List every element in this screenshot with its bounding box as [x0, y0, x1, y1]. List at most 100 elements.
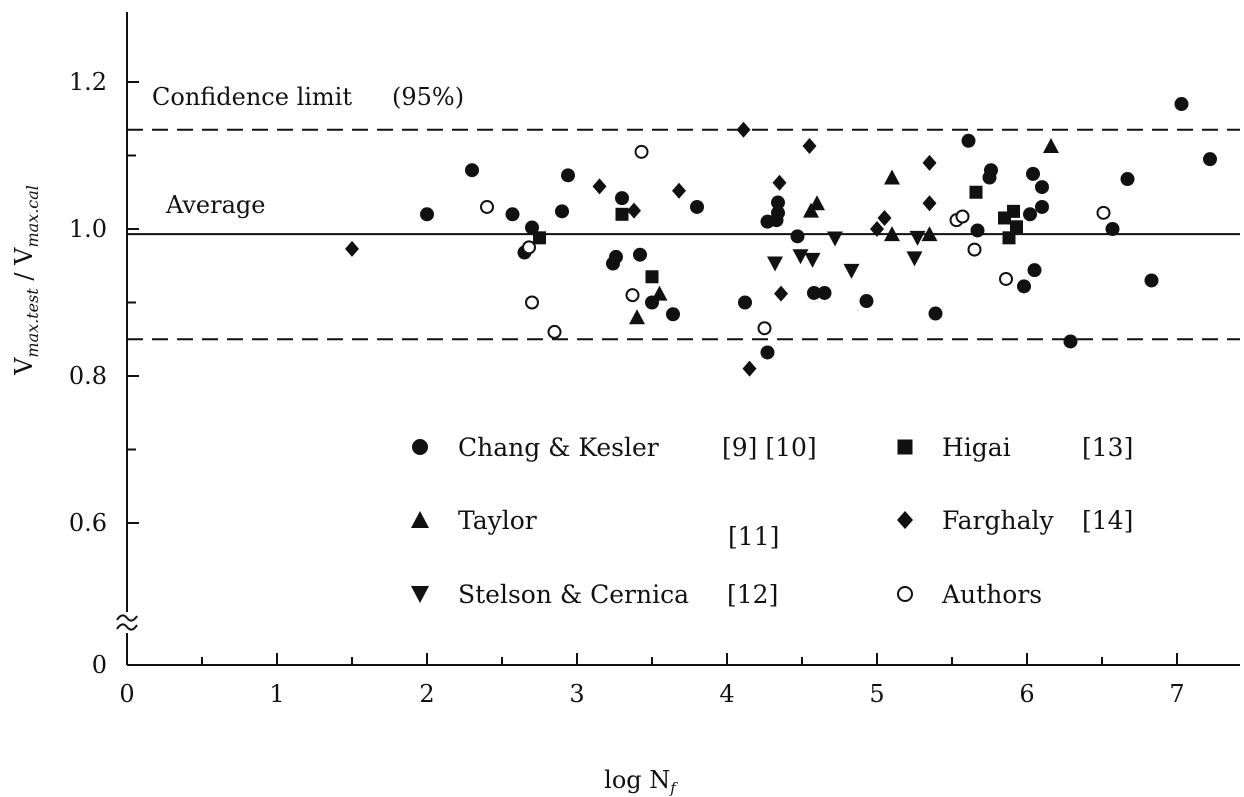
point-chang-kesler [666, 307, 680, 322]
point-stelson-cernica [792, 249, 809, 265]
legend-marker-taylor [411, 511, 429, 528]
legend-marker-higai [897, 439, 913, 455]
axis-break-mark [116, 614, 138, 622]
point-higai [1002, 231, 1016, 245]
x-tick-label: 5 [869, 680, 884, 708]
y-tick-label: 0 [92, 651, 107, 679]
confidence-limit-percent: (95%) [392, 83, 464, 111]
point-chang-kesler [609, 249, 623, 264]
point-chang-kesler [771, 195, 785, 210]
x-tick-label: 6 [1019, 680, 1034, 708]
x-tick-label: 3 [569, 680, 584, 708]
point-chang-kesler [1105, 222, 1120, 236]
point-higai [1010, 220, 1023, 234]
legend: Chang & Kesler [9] [10] Higai [13] Taylor [11… [411, 433, 1133, 609]
point-stelson-cernica [804, 252, 821, 268]
point-authors [967, 242, 982, 257]
point-taylor [921, 226, 938, 242]
point-farghaly [627, 202, 641, 219]
point-chang-kesler [633, 247, 647, 262]
reference-lines [127, 128, 1240, 341]
point-chang-kesler [1174, 97, 1189, 112]
point-authors [757, 321, 772, 336]
point-taylor [884, 226, 900, 242]
legend-label-authors: Authors [941, 580, 1042, 609]
point-chang-kesler [615, 191, 629, 206]
point-chang-kesler [1017, 279, 1031, 294]
point-farghaly [877, 209, 892, 226]
point-chang-kesler [1035, 180, 1049, 195]
axes: 1.2 1.0 0.8 0.6 00 1 2 3 4 5 6 7 [69, 12, 1240, 708]
confidence-limit-label: Confidence limit [152, 83, 352, 111]
y-tick-label: 0.8 [69, 362, 107, 390]
point-chang-kesler [1144, 273, 1159, 288]
legend-marker-chang-kesler [412, 439, 428, 455]
point-farghaly [922, 154, 937, 171]
point-chang-kesler [1035, 199, 1049, 214]
legend-label-stelson-cernica: Stelson & Cernica [458, 580, 689, 609]
point-authors [634, 144, 649, 159]
point-chang-kesler [771, 205, 785, 220]
point-farghaly [772, 174, 787, 191]
point-taylor [884, 169, 900, 185]
point-higai [615, 207, 629, 221]
point-taylor [651, 285, 668, 301]
point-chang-kesler [555, 204, 569, 219]
point-chang-kesler [1023, 207, 1037, 222]
legend-label-farghaly: Farghaly [942, 506, 1055, 535]
point-farghaly [742, 360, 757, 377]
point-farghaly [774, 285, 788, 302]
point-farghaly [802, 137, 817, 154]
point-chang-kesler [1027, 263, 1042, 278]
point-authors [625, 288, 640, 303]
point-chang-kesler [690, 199, 704, 214]
point-chang-kesler [790, 229, 805, 244]
point-chang-kesler [1063, 334, 1078, 349]
x-tick-label: 2 [419, 680, 434, 708]
legend-marker-farghaly [897, 511, 913, 529]
axis-labels: log Nf Vmax.test / Vmax.cal [10, 185, 678, 797]
point-chang-kesler [961, 133, 976, 148]
legend-ref-higai: [13] [1082, 433, 1133, 462]
point-chang-kesler [984, 163, 998, 178]
point-taylor [809, 195, 825, 211]
point-stelson-cernica [827, 231, 843, 247]
y-axis-title: Vmax.test / Vmax.cal [10, 185, 42, 376]
point-taylor [629, 309, 645, 325]
point-chang-kesler [970, 223, 985, 238]
legend-label-chang-kesler: Chang & Kesler [458, 433, 659, 462]
point-stelson-cernica [909, 230, 926, 246]
legend-ref-chang-kesler: [9] [10] [722, 433, 817, 462]
point-stelson-cernica [843, 263, 860, 279]
point-authors [525, 295, 539, 310]
point-chang-kesler [505, 207, 520, 222]
legend-ref-taylor: [11] [728, 522, 779, 551]
x-axis-title: log Nf [604, 766, 678, 797]
point-stelson-cernica [906, 251, 923, 267]
point-higai [533, 231, 546, 245]
legend-ref-farghaly: [14] [1082, 506, 1133, 535]
point-farghaly [870, 221, 884, 237]
point-authors [480, 199, 494, 214]
legend-marker-authors [897, 586, 913, 602]
point-chang-kesler [1120, 172, 1135, 187]
average-label: Average [165, 191, 265, 219]
point-farghaly [736, 121, 751, 138]
x-tick-label: 4 [719, 680, 734, 708]
point-farghaly [922, 195, 937, 212]
legend-label-higai: Higai [942, 433, 1011, 462]
point-authors [955, 209, 970, 224]
point-higai [1007, 204, 1020, 218]
point-chang-kesler [525, 220, 539, 235]
point-higai [969, 185, 983, 199]
point-farghaly [345, 240, 359, 257]
point-chang-kesler [1026, 166, 1040, 181]
legend-ref-stelson-cernica: [12] [727, 580, 778, 609]
legend-marker-stelson-cernica [411, 586, 429, 603]
point-authors [522, 240, 536, 255]
y-tick-label: 1.0 [69, 215, 107, 243]
y-tick-label: 1.2 [69, 68, 107, 96]
point-chang-kesler [807, 285, 821, 300]
legend-label-taylor: Taylor [458, 506, 537, 535]
point-higai [645, 270, 659, 284]
